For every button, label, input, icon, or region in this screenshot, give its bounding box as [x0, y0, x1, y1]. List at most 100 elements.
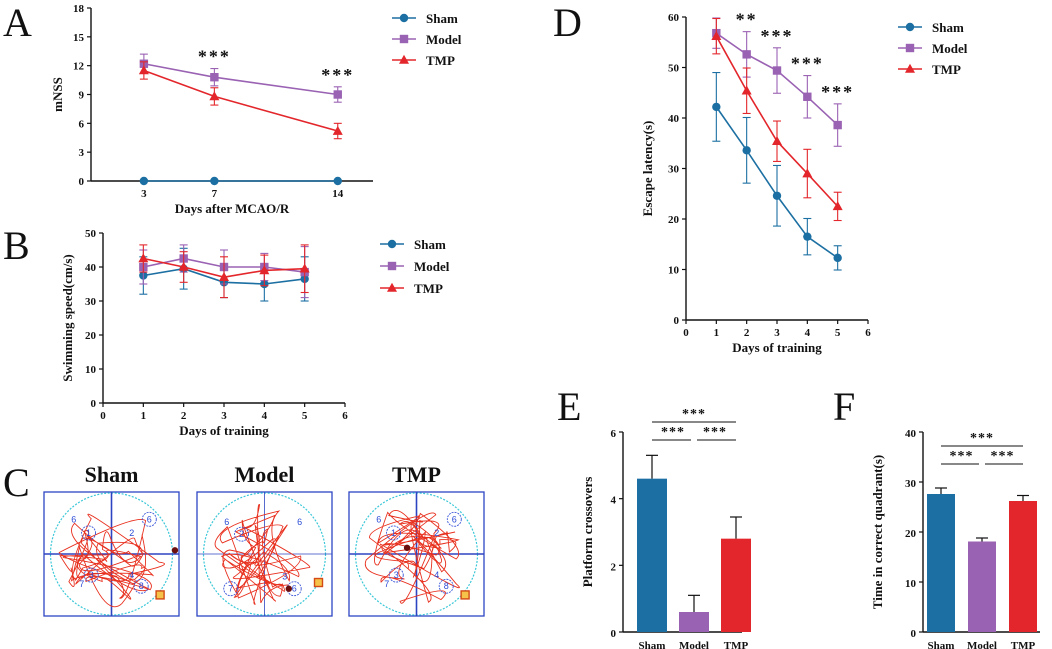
- quadrant-number: 2: [239, 529, 244, 539]
- data-point-sham: [772, 191, 782, 200]
- significance-stars: ***: [821, 82, 854, 102]
- data-point-model: [833, 120, 842, 130]
- chart-a: 0 3 6 9 12 15 18 3 7 14 Days after MCAO/R mNSS *** **…: [50, 3, 462, 216]
- y-axis-label: Swimming speed(cm/s): [60, 254, 75, 381]
- quadrant-number: 7: [228, 584, 233, 594]
- y-tick-label: 10: [85, 364, 97, 376]
- target-circle: [446, 511, 462, 527]
- quadrant-number: 6: [71, 514, 76, 524]
- quadrant-number: 6: [297, 517, 302, 527]
- data-point-model: [803, 92, 812, 101]
- y-tick-label: 20: [905, 528, 917, 540]
- data-point-tmp: [299, 263, 310, 273]
- legend-label: Sham: [426, 11, 458, 26]
- data-point-model: [742, 50, 751, 59]
- y-tick-label: 0: [911, 628, 917, 640]
- legend-label: Model: [932, 41, 968, 56]
- swim-path: [364, 510, 460, 604]
- panel-label-b: B: [3, 223, 30, 268]
- x-tick-label: 4: [805, 327, 811, 339]
- panel-label-c: C: [3, 460, 30, 505]
- bar-model: [968, 541, 996, 632]
- data-point-sham: [333, 176, 342, 186]
- significance-label: ***: [970, 431, 994, 446]
- y-axis-label: Platform crossovers: [580, 477, 595, 588]
- y-tick-label: 0: [611, 628, 617, 640]
- x-tick-label: 2: [181, 410, 187, 422]
- y-tick-label: 50: [668, 63, 680, 75]
- panel-label-f: F: [833, 384, 855, 429]
- bar-sham: [637, 478, 667, 632]
- bar-tmp: [721, 538, 751, 632]
- significance-stars: ***: [198, 47, 231, 67]
- y-axis-label: Escape latency(s): [640, 121, 655, 217]
- legend-marker: [905, 43, 915, 53]
- track-title: Sham: [85, 462, 139, 487]
- y-tick-label: 9: [79, 90, 85, 102]
- target-circle: [133, 578, 149, 594]
- x-tick-label: 6: [342, 410, 348, 422]
- data-point-model: [333, 90, 342, 99]
- legend-marker: [387, 239, 397, 249]
- data-point-tmp: [138, 253, 149, 263]
- category-label: Model: [679, 640, 709, 649]
- y-tick-label: 30: [85, 296, 97, 308]
- data-point-model: [772, 66, 782, 75]
- category-label: Sham: [639, 640, 666, 649]
- platform-marker: [460, 590, 470, 600]
- y-tick-label: 10: [668, 265, 680, 277]
- swim-path: [58, 513, 165, 608]
- y-tick-label: 6: [79, 118, 85, 130]
- data-point-sham: [833, 253, 842, 263]
- y-tick-label: 6: [611, 428, 617, 440]
- data-point-sham: [712, 102, 721, 112]
- panel-label-e: E: [557, 384, 581, 429]
- quadrant-number: 6: [224, 517, 229, 527]
- y-axis-label: Time in correct quadrant(s): [870, 455, 885, 609]
- track-title: TMP: [392, 462, 441, 487]
- y-tick-label: 0: [79, 176, 85, 188]
- quadrant-number: 1: [86, 528, 91, 538]
- y-tick-label: 20: [85, 330, 97, 342]
- quadrant-number: 8: [139, 581, 144, 591]
- legend-label: Model: [426, 32, 462, 47]
- data-point-sham: [210, 176, 219, 186]
- x-axis-label: Days of training: [179, 423, 269, 438]
- data-point-tmp: [832, 201, 843, 211]
- swim-path: [214, 504, 311, 605]
- x-tick-label: 1: [141, 410, 147, 422]
- y-tick-label: 20: [668, 214, 680, 226]
- x-tick-label: 3: [774, 327, 780, 339]
- y-tick-label: 15: [73, 32, 85, 44]
- data-point-sham: [139, 176, 149, 186]
- x-tick-label: 1: [714, 327, 720, 339]
- y-tick-label: 0: [91, 398, 97, 410]
- quadrant-number: 2: [434, 528, 439, 538]
- data-point-tmp: [209, 91, 220, 101]
- target-circle: [223, 581, 239, 597]
- y-tick-label: 50: [85, 228, 97, 240]
- y-tick-label: 40: [905, 428, 917, 440]
- target-circle: [83, 567, 99, 583]
- significance-label: ***: [682, 407, 706, 422]
- platform-marker: [155, 590, 165, 600]
- category-label: Sham: [928, 640, 955, 649]
- significance-label: ***: [661, 425, 685, 440]
- quadrant-number: 8: [444, 581, 449, 591]
- y-tick-label: 3: [79, 147, 85, 159]
- significance-label: ***: [950, 449, 974, 464]
- quadrant-number: 3: [282, 571, 287, 581]
- data-point-tmp: [802, 168, 813, 178]
- legend-label: TMP: [414, 281, 443, 296]
- legend-marker: [399, 34, 409, 44]
- legend-label: Model: [414, 259, 450, 274]
- category-label: Model: [967, 640, 997, 649]
- series-line-tmp: [143, 69, 338, 132]
- chart-d: 0 10 20 30 40 50 60 0 1 2 3 4 5 6 Days of training Esca…: [640, 10, 968, 355]
- target-circle: [438, 578, 454, 594]
- quadrant-number: 7: [384, 579, 389, 589]
- legend-label: Sham: [932, 20, 964, 35]
- x-tick-label: 2: [744, 327, 750, 339]
- quadrant-number: 4: [129, 570, 134, 580]
